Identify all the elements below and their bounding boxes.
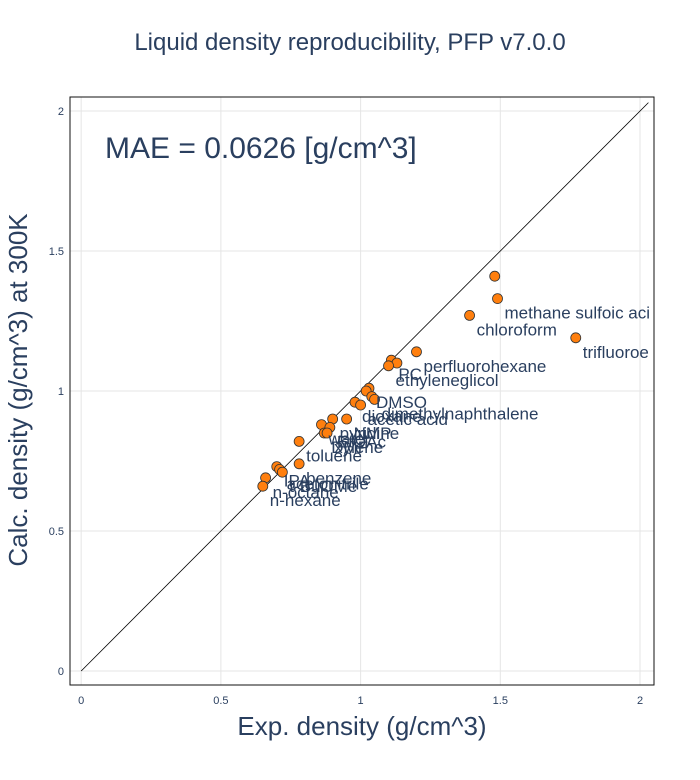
point-label: methane sulfoic aci [505,304,651,323]
point-label: DMF [331,438,368,457]
chart-title: Liquid density reproducibility, PFP v7.0… [134,29,565,56]
data-point [489,270,501,282]
x-axis-title: Exp. density (g/cm^3) [237,711,486,741]
y-tick-label: 1 [58,386,64,398]
mae-annotation: MAE = 0.0626 [g/cm^3] [105,132,417,165]
data-point [257,480,269,492]
y-tick-label: 2 [58,106,64,118]
data-point [411,346,422,358]
data-point [355,399,367,411]
data-points [257,270,582,492]
y-axis-title: Calc. density (g/cm^3) at 300K [3,213,33,567]
data-point [383,360,394,372]
point-label: IPA [284,472,311,491]
data-point [492,293,503,305]
x-tick-label: 1 [358,695,364,707]
data-point [321,427,333,439]
point-label: t-BuOMe [289,477,357,496]
grid [70,97,654,685]
x-tick-label: 2 [637,695,643,707]
point-label: perfluorohexane [423,357,546,376]
point-label: n-hexane [270,491,341,510]
point-label: chloroform [477,320,557,339]
data-point [570,332,582,344]
point-label: benzene [306,469,371,488]
point-label: n-octane [273,483,339,502]
point-label: water [327,430,370,449]
point-label: acetonitrile [287,474,369,493]
point-label: dioxane [362,407,422,426]
data-point [293,435,305,447]
point-label: PC [398,365,422,384]
plot-frame [69,96,655,686]
point-label: DMSO [376,393,427,412]
data-point [369,393,380,405]
y-axis-ticks: 0 0.5 1 1.5 2 [49,106,64,678]
point-label: toluene [306,446,362,465]
y-tick-label: 0.5 [49,526,64,538]
x-tick-label: 0.5 [213,695,228,707]
point-label: trifluoroe [583,343,649,362]
point-label: xylene [334,438,383,457]
y-tick-label: 1.5 [49,246,64,258]
point-label: EtOAc [337,432,387,451]
data-point [276,466,288,478]
x-tick-label: 0 [78,695,84,707]
y-tick-label: 0 [58,666,64,678]
point-label: NMP [354,424,392,443]
point-label: ethyleneglicol [396,371,499,390]
point-label: pyridine [340,424,400,443]
data-point [341,413,353,425]
x-axis-ticks: 0 0.5 1 1.5 2 [78,695,643,707]
data-point [464,309,475,321]
point-label: dimethylnaphthalene [382,404,539,423]
point-label: acetic acid [368,410,448,429]
data-point [293,458,305,470]
x-tick-label: 1.5 [493,695,508,707]
